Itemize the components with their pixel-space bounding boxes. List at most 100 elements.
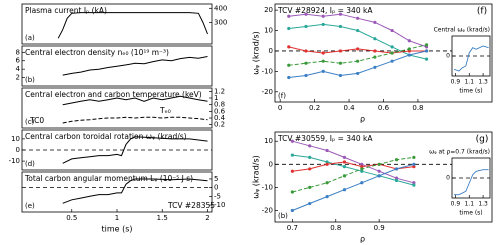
series-line (453, 45, 489, 72)
series-line (62, 136, 208, 164)
data-point (390, 59, 394, 63)
y-tick-label: 1 (214, 94, 218, 102)
data-point (287, 75, 291, 80)
panel-title: Central carbon toroidal rotation ωᵩ (kra… (25, 132, 187, 141)
data-point (287, 26, 291, 31)
data-point (321, 51, 325, 55)
data-point (338, 12, 343, 16)
y-axis-label: ωᵩ (krad/s) (252, 31, 261, 75)
data-point (373, 55, 377, 59)
x-tick-label: 1.5 (157, 214, 168, 222)
series-line (62, 56, 208, 76)
panel-title: TCV #30559, Iₚ = 340 kA (277, 134, 373, 143)
y-tick-label: 300 (214, 19, 227, 27)
y-tick-label: -10 (262, 67, 273, 75)
panel-title: Central electron density nₑ₀ (10¹⁹ m⁻³) (25, 48, 169, 57)
y-tick-label: 0.4 (214, 114, 226, 122)
inset-x-label: time (s) (459, 210, 482, 217)
data-point (424, 49, 429, 53)
x-tick-label: 0.6 (378, 104, 390, 112)
y-tick-label: -20 (262, 206, 273, 214)
y-tick-label: 0.6 (214, 107, 226, 115)
data-point (360, 169, 364, 173)
data-point (287, 63, 291, 67)
y-tick-label: 0 (269, 160, 273, 168)
inset-x-label: time (s) (459, 88, 482, 95)
data-point (338, 61, 343, 65)
data-point (412, 181, 416, 185)
panel-label: (b) (278, 212, 288, 220)
x-tick-label: 1 (115, 214, 119, 222)
y-tick-label: 8 (16, 48, 20, 56)
x-tick-label: 1.1 (464, 79, 474, 86)
inset-title: Central ωᵩ (krad/s) (434, 27, 490, 34)
data-point (290, 190, 294, 194)
series-line (292, 156, 414, 193)
data-point (325, 195, 329, 199)
data-point (308, 144, 312, 148)
x-tick-label: 1.3 (478, 201, 488, 208)
annotation: TCV #28355 (167, 201, 215, 210)
data-point (287, 45, 291, 49)
panel-label: (d) (25, 160, 35, 168)
inset-frame (451, 35, 491, 77)
data-point (304, 24, 308, 29)
y-tick-label: 10 (264, 137, 273, 145)
x-tick-label: 0.9 (451, 201, 461, 208)
data-point (373, 20, 377, 24)
data-point (321, 22, 325, 27)
data-point (308, 201, 312, 206)
data-point (321, 59, 325, 63)
panel-title: Total carbon angular momentum Lᵩ (10⁻⁵ J… (24, 174, 193, 183)
inset-title: ωᵩ at ρ=0.7 (krad/s) (429, 149, 490, 156)
data-point (412, 162, 416, 166)
x-tick-label: 0.4 (343, 104, 355, 112)
panel-title: TCV #28924, Iₚ = 340 kA (277, 6, 373, 15)
y-tick-label: 4 (16, 65, 21, 73)
data-point (338, 49, 343, 53)
series-line (292, 161, 414, 172)
y-tick-label: 0.8 (214, 101, 225, 109)
x-axis-label: time (s) (101, 225, 132, 234)
y-tick-label: 0.2 (214, 121, 225, 129)
series-line (292, 154, 415, 186)
data-point (360, 162, 364, 166)
data-point (290, 169, 294, 173)
data-point (325, 148, 329, 153)
data-point (304, 61, 308, 65)
data-point (290, 139, 294, 143)
y-tick-label: 10 (11, 135, 20, 143)
y-tick-label: 0 (446, 53, 450, 60)
y-tick-label: -10 (9, 157, 20, 165)
x-tick-label: 2 (205, 214, 209, 222)
data-point (407, 53, 411, 57)
data-point (325, 160, 329, 164)
data-point (308, 185, 312, 189)
x-tick-label: 0.8 (330, 224, 341, 232)
data-point (390, 45, 394, 49)
panel-side-label: (f) (477, 7, 487, 17)
data-point (356, 16, 360, 20)
x-tick-label: 0.8 (412, 104, 423, 112)
x-tick-label: 0 (278, 104, 282, 112)
data-point (412, 155, 416, 159)
y-tick-label: -20 (262, 88, 273, 96)
data-point (325, 181, 329, 185)
data-point (373, 37, 377, 41)
panel-title: Plasma current Iₚ (kA) (25, 6, 107, 15)
x-axis-label: ρ (360, 115, 365, 124)
series-line (57, 12, 208, 39)
data-point (342, 155, 347, 159)
y-tick-label: -5 (214, 192, 221, 200)
data-point (342, 160, 347, 164)
data-point (412, 183, 416, 187)
data-point (304, 73, 308, 78)
panel-title: Central electron and carbon temperature … (25, 90, 202, 99)
series-line (292, 140, 415, 184)
data-point (412, 165, 416, 169)
x-tick-label: 0.9 (374, 224, 385, 232)
series-line (62, 116, 208, 124)
data-point (394, 158, 399, 162)
data-point (356, 71, 360, 76)
data-point (394, 178, 399, 183)
